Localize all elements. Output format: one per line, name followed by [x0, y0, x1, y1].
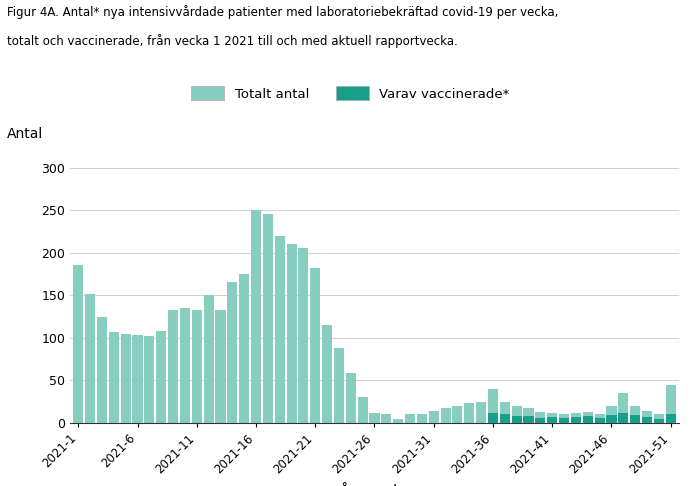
Bar: [204, 295, 214, 423]
Bar: [108, 332, 119, 423]
Bar: [630, 415, 640, 423]
Bar: [310, 268, 321, 423]
X-axis label: År - vecka: År - vecka: [340, 484, 410, 486]
Bar: [322, 325, 332, 423]
Bar: [582, 416, 593, 423]
Bar: [452, 406, 463, 423]
Bar: [180, 308, 190, 423]
Bar: [559, 414, 569, 423]
Bar: [251, 210, 261, 423]
Bar: [382, 414, 391, 423]
Bar: [630, 406, 640, 423]
Bar: [559, 417, 569, 423]
Text: Antal: Antal: [7, 127, 43, 140]
Bar: [132, 335, 143, 423]
Bar: [571, 417, 581, 423]
Bar: [334, 348, 344, 423]
Bar: [346, 373, 356, 423]
Bar: [606, 415, 617, 423]
Bar: [488, 389, 498, 423]
Bar: [594, 417, 605, 423]
Bar: [417, 414, 427, 423]
Legend: Totalt antal, Varav vaccinerade*: Totalt antal, Varav vaccinerade*: [186, 81, 515, 106]
Bar: [547, 413, 557, 423]
Bar: [666, 384, 675, 423]
Bar: [654, 414, 664, 423]
Bar: [642, 417, 652, 423]
Bar: [666, 414, 675, 423]
Bar: [618, 413, 629, 423]
Bar: [85, 294, 95, 423]
Bar: [298, 248, 309, 423]
Bar: [606, 406, 617, 423]
Bar: [512, 406, 522, 423]
Bar: [74, 265, 83, 423]
Bar: [440, 407, 451, 423]
Bar: [97, 316, 107, 423]
Bar: [582, 412, 593, 423]
Bar: [476, 401, 486, 423]
Bar: [393, 418, 403, 423]
Bar: [156, 331, 167, 423]
Bar: [274, 236, 285, 423]
Bar: [358, 398, 368, 423]
Bar: [488, 413, 498, 423]
Bar: [524, 408, 533, 423]
Bar: [216, 310, 225, 423]
Bar: [500, 414, 510, 423]
Bar: [500, 401, 510, 423]
Bar: [594, 414, 605, 423]
Bar: [464, 403, 475, 423]
Bar: [547, 417, 557, 423]
Bar: [405, 414, 415, 423]
Text: totalt och vaccinerade, från vecka 1 2021 till och med aktuell rapportvecka.: totalt och vaccinerade, från vecka 1 202…: [7, 34, 458, 48]
Bar: [192, 310, 202, 423]
Bar: [144, 336, 155, 423]
Bar: [536, 417, 545, 423]
Bar: [428, 411, 439, 423]
Bar: [571, 413, 581, 423]
Text: Figur 4A. Antal* nya intensivvårdade patienter med laboratoriebekräftad covid-19: Figur 4A. Antal* nya intensivvårdade pat…: [7, 5, 559, 19]
Bar: [618, 393, 629, 423]
Bar: [262, 214, 273, 423]
Bar: [286, 244, 297, 423]
Bar: [168, 310, 178, 423]
Bar: [654, 418, 664, 423]
Bar: [512, 416, 522, 423]
Bar: [228, 282, 237, 423]
Bar: [524, 416, 533, 423]
Bar: [239, 274, 249, 423]
Bar: [120, 333, 131, 423]
Bar: [370, 413, 379, 423]
Bar: [642, 411, 652, 423]
Bar: [536, 412, 545, 423]
